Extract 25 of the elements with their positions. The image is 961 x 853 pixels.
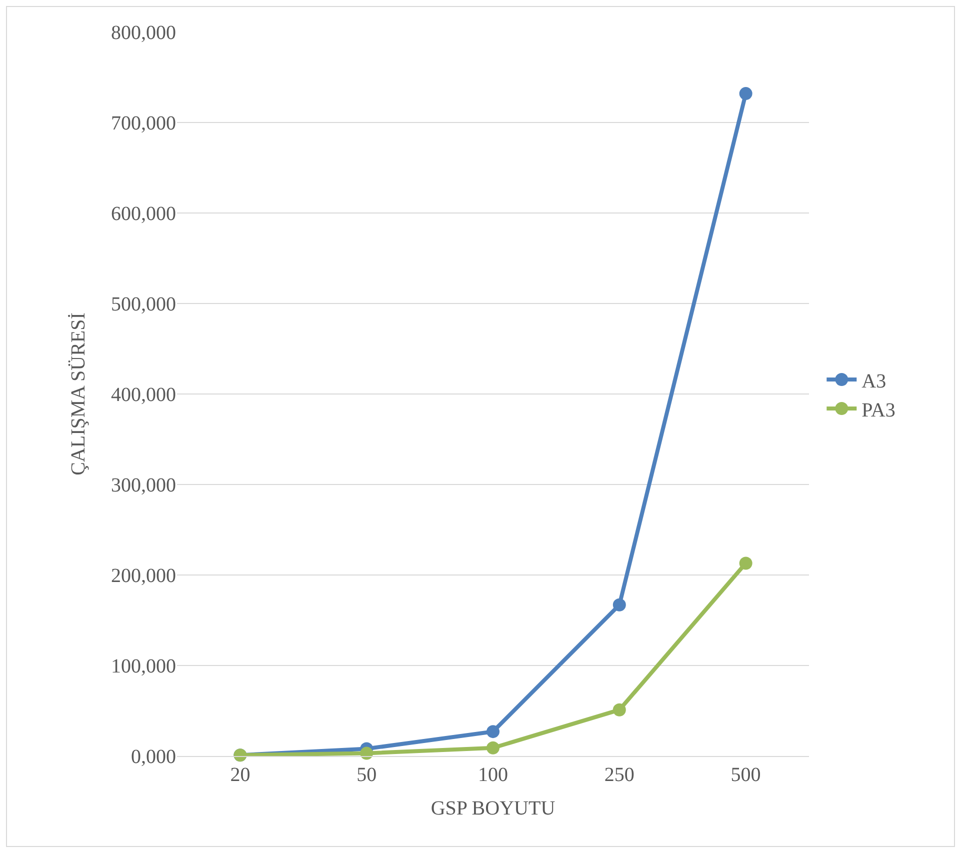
y-tick-label: 100,000 [111,656,176,678]
y-tick-label: 700,000 [111,112,176,134]
point [486,741,500,754]
y-tick-label: 200,000 [111,565,176,587]
point [739,87,752,100]
x-tick-label: 50 [356,764,377,786]
x-axis-title: GSP BOYUTU [430,798,556,820]
y-tick-label: 600,000 [111,203,176,225]
point [739,556,752,570]
point [360,746,374,760]
legend-label: A3 [862,370,886,392]
x-tick-label: 500 [730,764,761,786]
y-tick-label: 400,000 [111,384,176,406]
point [612,598,626,612]
x-tick-label: 20 [230,764,250,786]
y-tick-label: 800,000 [111,22,176,44]
y-tick-label: 0,000 [131,746,176,768]
point [486,725,500,738]
y-tick-label: 300,000 [111,474,176,496]
x-tick-label: 250 [604,764,634,786]
y-tick-label: 500,000 [111,294,176,316]
legend-label: PA3 [862,399,896,422]
y-axis-title: ÇALIŞMA SÜRESİ [68,312,90,476]
x-tick-label: 100 [478,764,508,786]
point [612,703,626,716]
